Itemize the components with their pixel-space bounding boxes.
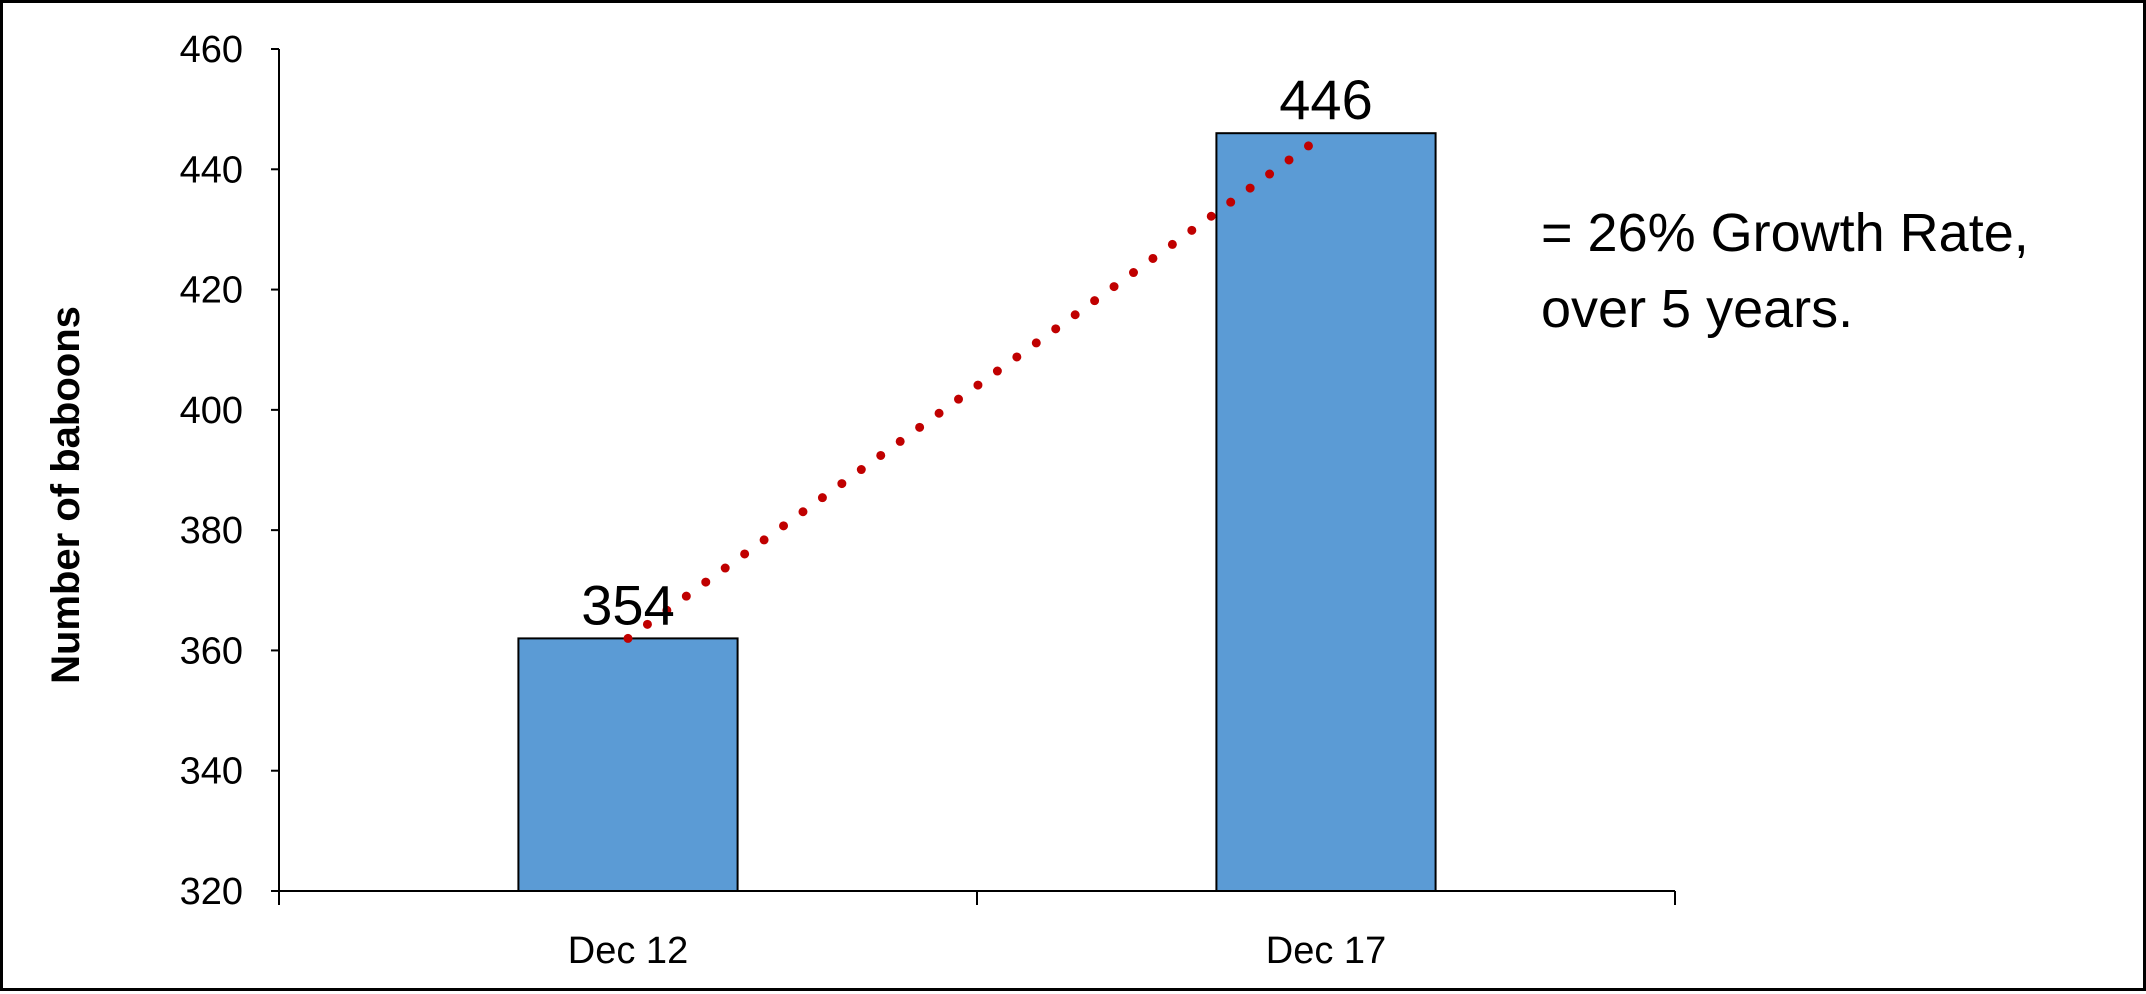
y-tick-label: 340 — [180, 751, 243, 793]
y-tick-label: 400 — [180, 390, 243, 432]
y-tick-label: 320 — [180, 871, 243, 913]
bars — [518, 133, 1435, 891]
growth-annotation: = 26% Growth Rate, over 5 years. — [1541, 203, 2044, 339]
bar-chart: 320 340 360 380 400 420 440 460 Dec 12 354 Dec 17… — [3, 3, 2146, 994]
data-label: 354 — [581, 573, 674, 636]
bar — [1216, 133, 1435, 891]
y-tick-label: 420 — [180, 270, 243, 312]
y-tick-label: 460 — [180, 29, 243, 71]
axes: 320 340 360 380 400 420 440 460 — [180, 29, 1675, 913]
y-tick-label: 440 — [180, 149, 243, 191]
x-tick-label: Dec 12 — [568, 930, 688, 972]
bar — [518, 638, 737, 891]
data-label: 446 — [1279, 68, 1372, 131]
y-axis-label: Number of baboons — [44, 306, 88, 684]
y-tick-label: 360 — [180, 630, 243, 672]
growth-annotation-line-1: = 26% Growth Rate, — [1541, 203, 2029, 263]
y-tick-label: 380 — [180, 510, 243, 552]
x-tick-label: Dec 17 — [1266, 930, 1386, 972]
growth-annotation-line-2: over 5 years. — [1541, 279, 1853, 339]
